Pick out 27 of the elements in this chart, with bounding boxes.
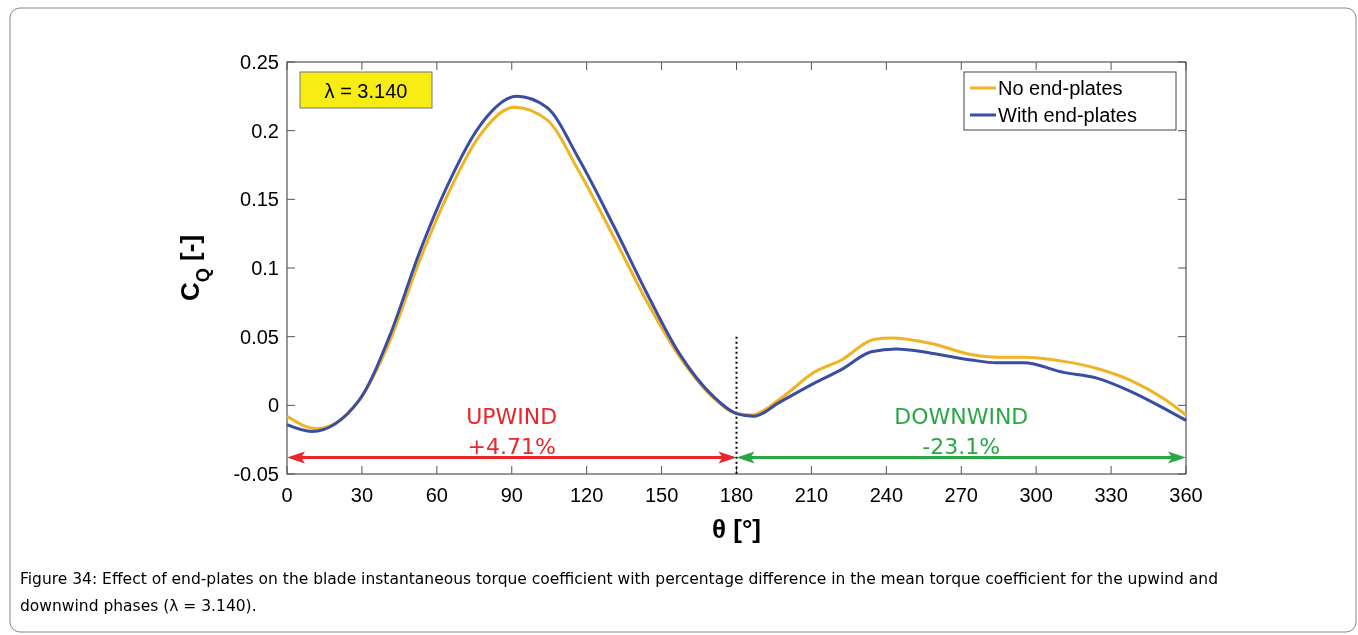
annotation: λ = 3.140 <box>324 80 408 102</box>
x-tick-label: 90 <box>500 484 523 506</box>
y-tick-label: 0.05 <box>240 325 279 348</box>
annotation: UPWIND +4.71% <box>466 403 558 459</box>
x-tick-label: 270 <box>944 484 978 506</box>
y-tick-label: -0.05 <box>233 463 279 485</box>
x-tick-label: 330 <box>1094 484 1128 506</box>
x-tick-label: 0 <box>281 484 293 506</box>
x-tick-label: 150 <box>644 484 679 506</box>
x-tick-label: 60 <box>425 484 448 506</box>
y-tick-label: 0.2 <box>251 119 279 142</box>
y-tick-label: 0.1 <box>251 257 279 279</box>
x-axis-title: θ [°] <box>712 514 761 544</box>
y-tick-label: 0.25 <box>240 51 279 73</box>
annotation: DOWNWIND -23.1% <box>894 403 1029 459</box>
x-tick-label: 180 <box>719 484 754 506</box>
legend-label: No end-plates <box>998 77 1123 99</box>
y-tick-label: 0 <box>267 394 279 417</box>
x-tick-label: 210 <box>794 484 829 506</box>
x-tick-label: 30 <box>350 484 374 506</box>
x-tick-label: 360 <box>1169 484 1203 506</box>
legend-label: With end-plates <box>998 104 1137 126</box>
x-tick-label: 300 <box>1019 484 1053 506</box>
y-tick-label: 0.15 <box>240 188 279 211</box>
caption: Figure 34: Effect of end-plates on the blade instantaneous torque coefficient with percentage difference in the mean torque coefficient for the upwind and downwind phases (λ = 3.140). <box>20 570 1219 615</box>
x-tick-label: 120 <box>569 484 604 506</box>
x-tick-label: 240 <box>869 484 904 506</box>
